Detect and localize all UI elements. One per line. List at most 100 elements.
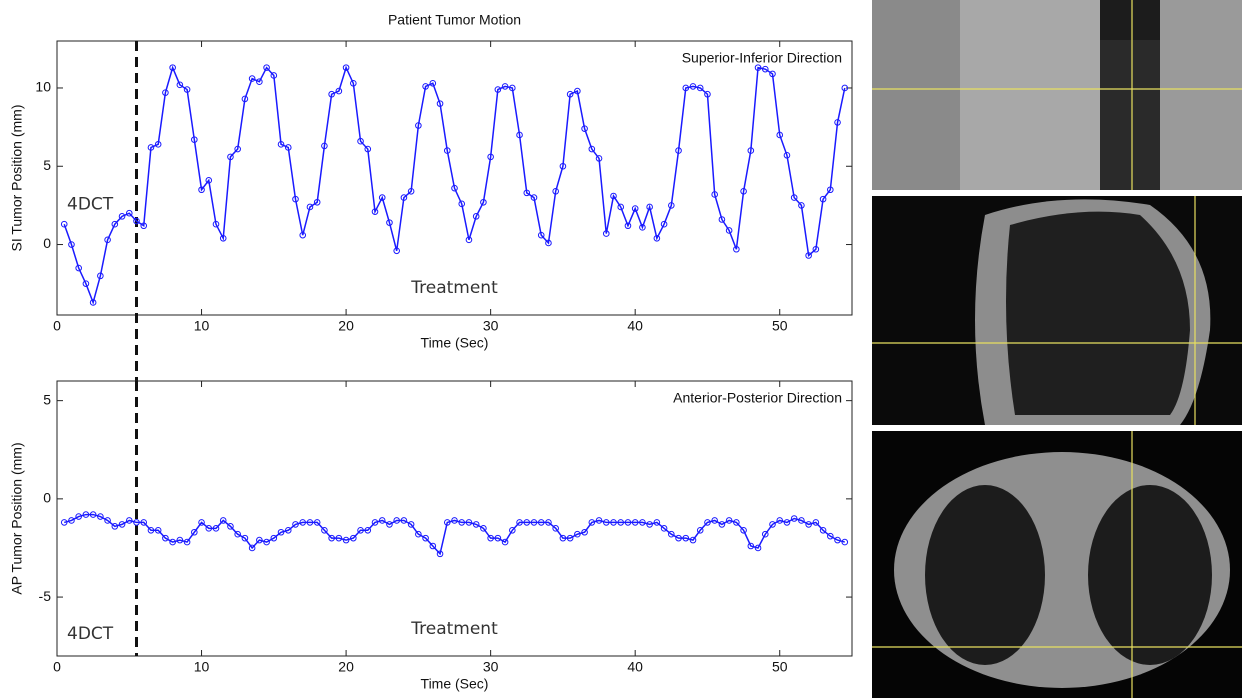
y-tick-label: 5 [43, 157, 51, 173]
data-point [465, 236, 473, 244]
data-point [646, 203, 653, 211]
data-point [624, 519, 632, 526]
data-point [378, 517, 386, 524]
data-point [451, 517, 458, 524]
data-point [429, 79, 437, 87]
data-point [393, 247, 400, 255]
data-point [617, 203, 625, 211]
data-point [451, 184, 458, 192]
x-tick-label: 10 [194, 318, 210, 334]
data-point [675, 534, 682, 542]
data-point [617, 519, 625, 526]
data-point [227, 523, 234, 530]
data-point [335, 534, 343, 542]
data-point [162, 89, 169, 96]
data-point [357, 526, 364, 534]
data-point [696, 84, 704, 92]
data-point [350, 79, 357, 87]
data-point [75, 513, 82, 520]
y-tick-label: 10 [35, 79, 51, 95]
data-point [169, 538, 176, 546]
data-point [769, 521, 776, 528]
data-point [704, 519, 711, 526]
data-point [313, 519, 321, 526]
data-point [68, 241, 75, 248]
data-point [111, 523, 119, 530]
ct-tissue [1160, 0, 1242, 190]
data-point [516, 519, 523, 526]
data-point [537, 519, 545, 526]
data-point [718, 521, 726, 528]
data-point [277, 141, 285, 148]
ct-lung [1100, 40, 1160, 190]
data-point [400, 194, 408, 201]
data-point [660, 525, 668, 532]
data-point [169, 64, 176, 71]
data-point [718, 216, 726, 223]
data-point [487, 534, 494, 542]
data-point [458, 519, 466, 526]
chart-title: Patient Tumor Motion [388, 12, 521, 28]
data-point [827, 532, 834, 540]
y-tick-label: 0 [43, 490, 51, 506]
data-point [429, 542, 437, 550]
data-point [357, 137, 364, 145]
plot-area [56, 40, 853, 316]
data-point [386, 521, 393, 528]
y-axis-label: AP Tumor Position (mm) [9, 442, 25, 594]
x-tick-label: 30 [483, 318, 499, 334]
data-point [256, 78, 263, 86]
data-point [154, 526, 162, 534]
data-point [162, 534, 169, 542]
data-point [472, 213, 480, 220]
data-point [841, 538, 849, 546]
data-point [537, 231, 545, 239]
data-point [841, 84, 849, 92]
data-point [198, 519, 205, 526]
data-point [588, 145, 596, 153]
data-point [747, 147, 755, 154]
data-point [812, 245, 820, 253]
data-point [321, 526, 328, 534]
data-point [198, 186, 205, 194]
data-point [364, 526, 372, 534]
data-point [595, 517, 603, 524]
data-point [248, 544, 256, 552]
data-point [747, 542, 755, 550]
data-point [212, 525, 220, 532]
data-point [509, 526, 516, 534]
data-point [371, 519, 379, 526]
data-point [545, 239, 552, 247]
data-point [566, 90, 574, 98]
ct-lung [1088, 485, 1212, 665]
data-point [386, 219, 393, 226]
data-point [422, 83, 429, 90]
data-point [104, 236, 111, 244]
data-point [125, 517, 133, 524]
data-point [725, 227, 733, 234]
data-point [147, 144, 155, 151]
ct-spine [960, 0, 1100, 190]
data-point [740, 188, 747, 195]
x-tick-label: 20 [338, 318, 354, 334]
data-point [176, 536, 184, 544]
data-point [805, 252, 812, 259]
x-tick-label: 30 [483, 659, 499, 675]
data-point [328, 90, 335, 98]
data-point [501, 538, 509, 546]
data-point [335, 87, 343, 95]
data-point [581, 528, 588, 536]
data-point [790, 515, 798, 522]
data-point [306, 519, 314, 526]
data-point [270, 72, 278, 79]
data-point [82, 280, 90, 287]
data-point [183, 538, 191, 546]
data-point [458, 200, 466, 208]
data-point [342, 64, 350, 71]
data-point [284, 144, 292, 151]
data-point [328, 534, 335, 542]
data-point [566, 534, 574, 542]
ct-tissue [872, 0, 972, 190]
ct-lung [925, 485, 1045, 665]
